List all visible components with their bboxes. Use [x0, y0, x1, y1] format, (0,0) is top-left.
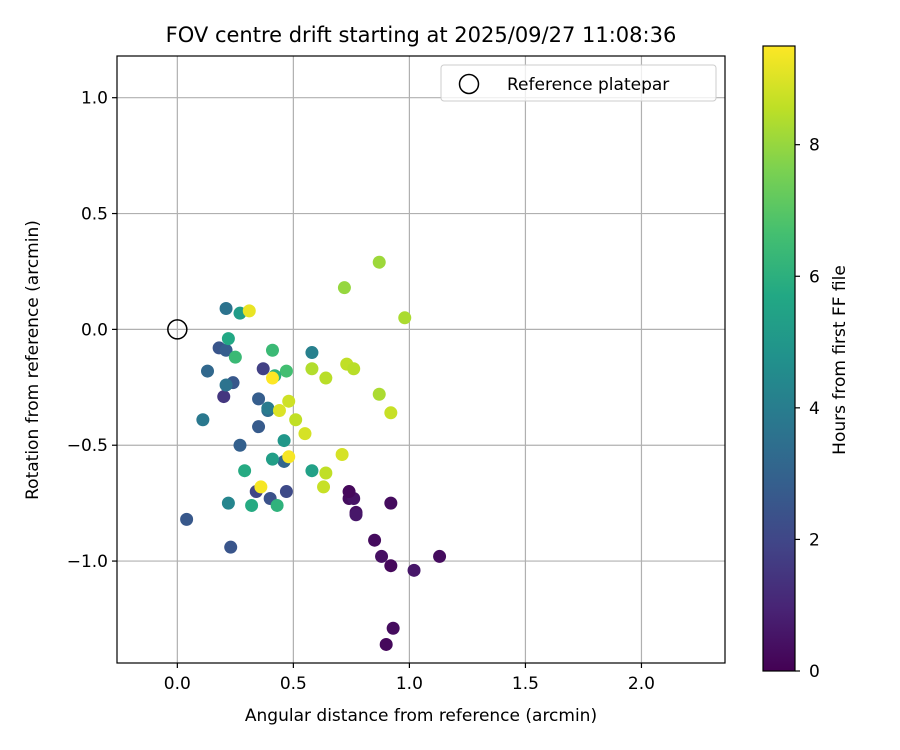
data-point — [219, 302, 233, 316]
data-point — [272, 403, 286, 417]
y-tick-label: 1.0 — [81, 89, 108, 109]
data-point — [384, 559, 398, 573]
plot-frame — [116, 55, 726, 664]
x-axis-label: Angular distance from reference (arcmin) — [245, 706, 597, 726]
y-axis-ticks: −1.0 −0.5 0.0 0.5 1.0 — [67, 89, 117, 572]
colorbar-tick-label: 8 — [809, 136, 820, 156]
data-point — [298, 427, 312, 441]
colorbar-tick-label: 0 — [809, 662, 820, 682]
data-point — [270, 498, 284, 512]
data-point — [221, 332, 235, 346]
data-point — [319, 466, 333, 480]
legend-reference-marker-icon — [458, 73, 480, 95]
data-point — [372, 255, 386, 269]
data-point — [375, 549, 389, 563]
x-axis-ticks: 0.0 0.5 1.0 1.5 2.0 — [164, 663, 655, 694]
data-point — [342, 485, 356, 499]
data-point — [252, 392, 266, 406]
x-tick-label: 0.5 — [280, 674, 307, 694]
y-tick-label: −1.0 — [67, 552, 108, 572]
y-tick-label: 0.5 — [81, 205, 108, 225]
data-point — [282, 394, 296, 408]
data-point — [265, 371, 279, 385]
data-point — [433, 549, 447, 563]
x-tick-label: 0.0 — [164, 674, 191, 694]
colorbar-frame — [762, 45, 796, 672]
data-point — [180, 512, 194, 526]
data-point — [196, 413, 210, 427]
data-point — [245, 498, 259, 512]
x-tick-label: 2.0 — [628, 674, 655, 694]
data-point — [279, 485, 293, 499]
data-point — [384, 406, 398, 420]
y-tick-label: 0.0 — [81, 320, 108, 340]
colorbar-tick-label: 6 — [809, 267, 820, 287]
data-point — [279, 364, 293, 378]
data-point — [386, 621, 400, 635]
data-point — [379, 637, 393, 651]
data-point — [242, 304, 256, 318]
data-point — [252, 420, 266, 434]
data-point — [201, 364, 215, 378]
data-point — [319, 371, 333, 385]
data-point — [317, 480, 331, 494]
data-point — [368, 533, 382, 547]
data-point — [217, 390, 231, 404]
data-point — [407, 563, 421, 577]
y-tick-label: −0.5 — [67, 436, 108, 456]
data-point — [261, 401, 275, 415]
data-point — [256, 362, 270, 376]
data-point — [221, 496, 235, 510]
y-axis-label: Rotation from reference (arcmin) — [23, 220, 43, 500]
colorbar-tick-label: 2 — [809, 530, 820, 550]
reference-platepar-marker — [167, 319, 188, 340]
colorbar-tick-label: 4 — [809, 399, 820, 419]
data-point — [219, 343, 233, 357]
chart-title: FOV centre drift starting at 2025/09/27 … — [166, 23, 677, 47]
data-point — [277, 434, 291, 448]
reference-marker-group — [167, 319, 188, 340]
data-point — [305, 464, 319, 478]
data-points — [180, 255, 447, 651]
data-point — [289, 413, 303, 427]
data-point — [305, 362, 319, 376]
data-point — [282, 450, 296, 464]
data-point — [254, 480, 268, 494]
data-point — [219, 378, 233, 392]
data-point — [372, 387, 386, 401]
colorbar: 0 2 4 6 8 Hours from first FF file — [762, 45, 850, 682]
data-point — [224, 540, 238, 554]
data-point — [265, 343, 279, 357]
data-point — [305, 346, 319, 360]
colorbar-ticks: 0 2 4 6 8 — [795, 136, 820, 682]
data-point — [384, 496, 398, 510]
x-tick-label: 1.5 — [512, 674, 539, 694]
data-point — [398, 311, 412, 325]
data-point — [337, 281, 351, 295]
data-point — [347, 362, 361, 376]
legend-entry-reference-platepar: Reference platepar — [507, 75, 669, 95]
data-point — [228, 350, 242, 364]
colorbar-label: Hours from first FF file — [830, 265, 850, 455]
grid-lines — [117, 56, 725, 663]
data-point — [238, 464, 252, 478]
data-point — [265, 452, 279, 466]
x-tick-label: 1.0 — [396, 674, 423, 694]
data-point — [335, 447, 349, 461]
data-point — [349, 508, 363, 522]
data-point — [233, 438, 247, 452]
colorbar-gradient — [763, 46, 795, 671]
legend: Reference platepar — [440, 64, 717, 102]
legend-box — [440, 64, 717, 102]
